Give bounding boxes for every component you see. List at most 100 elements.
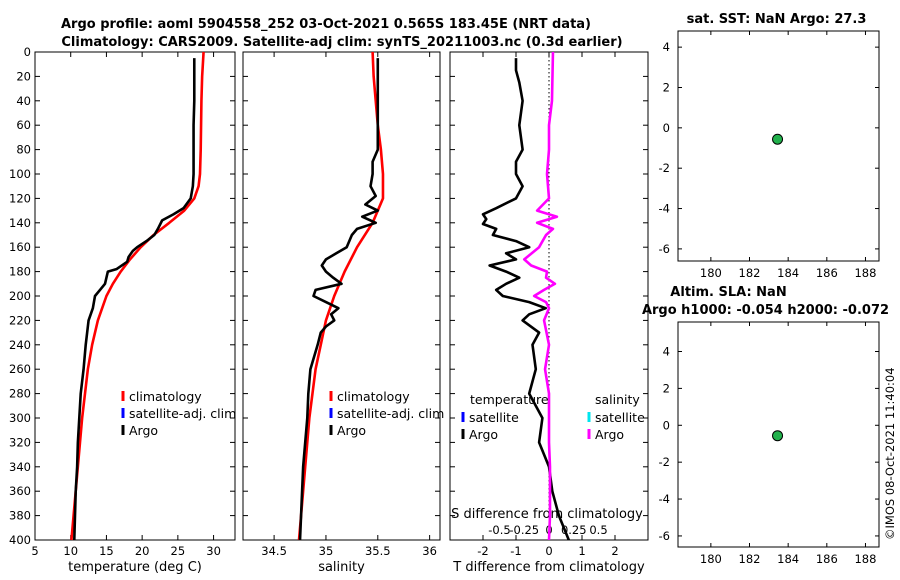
legend-label: satellite-adj. clim	[337, 406, 444, 421]
y-tick-label: 0	[24, 45, 31, 59]
x-tick-label: 186	[816, 552, 838, 566]
title-line-2: Climatology: CARS2009. Satellite-adj cli…	[61, 35, 622, 50]
y-tick-label: 4	[663, 345, 670, 359]
temperature-panel: 5 10 15 20 25 3002040608010012014016018020022…	[9, 45, 236, 575]
y-tick-label: 220	[9, 313, 31, 327]
x-tick-label: 34.5	[261, 544, 287, 558]
x-tick-label: -2	[477, 544, 488, 558]
legend-s-title: salinity	[595, 392, 640, 407]
y-tick-label: 20	[16, 69, 31, 83]
temperature-climatology-line	[70, 51, 205, 541]
y-tick-label: 4	[663, 40, 670, 54]
temperature-argo-line	[72, 58, 196, 541]
timestamp-label: ©IMOS 08-Oct-2021 11:40:04	[883, 367, 897, 540]
legend-label: satellite-adj. clim	[129, 406, 236, 421]
sla-axes-box	[677, 321, 880, 548]
difference-argo-temperature-line	[481, 58, 571, 541]
y-tick-label: 360	[9, 484, 31, 498]
x-tick-label: 20	[135, 544, 150, 558]
y-tick-label: -2	[659, 455, 670, 469]
x-tick-label: 25	[171, 544, 186, 558]
y-tick-label: 400	[9, 533, 31, 547]
y-tick-label: 0	[663, 418, 670, 432]
s-tick-label: 0.5	[589, 523, 607, 537]
y-tick-label: 240	[9, 338, 31, 352]
sla-subtitle: Argo h1000: -0.054 h2000: -0.072	[642, 303, 889, 318]
legend-label: satellite	[595, 410, 645, 425]
y-tick-label: -6	[659, 242, 670, 256]
difference-panel: -2 -1 0 1 2 T difference from climatology S di…	[449, 51, 649, 575]
temperature-xlabel: temperature (deg C)	[68, 560, 202, 575]
y-tick-label: 60	[16, 118, 31, 132]
temperature-axes-box	[34, 51, 236, 541]
y-tick-label: 200	[9, 289, 31, 303]
x-tick-label: 10	[63, 544, 78, 558]
x-tick-label: 36	[422, 544, 437, 558]
x-tick-label: 184	[777, 552, 799, 566]
x-tick-label: 35.5	[365, 544, 391, 558]
legend-label: satellite	[469, 410, 519, 425]
y-tick-label: 2	[663, 381, 670, 395]
sla-title: Altim. SLA: NaN	[670, 285, 786, 300]
x-tick-label: 184	[777, 266, 799, 280]
y-tick-label: 40	[16, 94, 31, 108]
legend-label: climatology	[129, 389, 202, 404]
x-tick-label: 1	[578, 544, 585, 558]
salinity-xlabel: salinity	[318, 560, 365, 575]
x-tick-label: 30	[206, 544, 221, 558]
y-tick-label: 260	[9, 362, 31, 376]
legend-label: Argo	[129, 423, 158, 438]
sla-panel: 180 182 184 186 188 4 2 0 -2 -4 -6 Altim. SLA: NaN A…	[642, 285, 889, 566]
x-tick-label: 35	[319, 544, 334, 558]
x-tick-label: 15	[99, 544, 114, 558]
y-tick-label: 0	[663, 121, 670, 135]
y-tick-label: 80	[16, 143, 31, 157]
x-tick-label: 180	[700, 266, 722, 280]
y-tick-label: 100	[9, 167, 31, 181]
x-tick-label: 0	[545, 544, 552, 558]
legend-label: Argo	[595, 427, 624, 442]
legend-label: Argo	[337, 423, 366, 438]
y-tick-label: -4	[659, 202, 670, 216]
y-tick-label: 320	[9, 435, 31, 449]
x-tick-label: 2	[611, 544, 618, 558]
sst-title: sat. SST: NaN Argo: 27.3	[687, 12, 867, 27]
x-tick-label: 5	[31, 544, 38, 558]
y-tick-label: -2	[659, 161, 670, 175]
x-tick-label: 186	[816, 266, 838, 280]
title-line-1: Argo profile: aoml 5904558_252 03-Oct-20…	[61, 17, 591, 32]
y-tick-label: 180	[9, 265, 31, 279]
argo-position-marker	[772, 430, 784, 442]
s-diff-label: S difference from climatology	[451, 507, 643, 522]
x-tick-label: -1	[510, 544, 521, 558]
y-tick-label: 160	[9, 240, 31, 254]
x-tick-label: 188	[854, 266, 876, 280]
y-tick-label: -4	[659, 492, 670, 506]
legend-label: climatology	[337, 389, 410, 404]
x-tick-label: 182	[739, 266, 761, 280]
salinity-axes-box	[242, 51, 441, 541]
sst-axes-box	[677, 30, 880, 262]
y-tick-label: 380	[9, 509, 31, 523]
legend-label: Argo	[469, 427, 498, 442]
salinity-panel: 34.5 35 35.5 36 salinity climatology satellite…	[242, 51, 444, 575]
y-tick-label: 140	[9, 216, 31, 230]
difference-argo-salinity-line	[522, 51, 559, 541]
y-tick-label: 280	[9, 387, 31, 401]
y-tick-label: 340	[9, 460, 31, 474]
s-tick-label: -0.25	[509, 523, 539, 537]
x-tick-label: 188	[854, 552, 876, 566]
s-tick-label: -0.5	[488, 523, 510, 537]
y-tick-label: 300	[9, 411, 31, 425]
y-tick-label: 120	[9, 191, 31, 205]
y-tick-label: -6	[659, 529, 670, 543]
x-tick-label: 180	[700, 552, 722, 566]
y-tick-label: 2	[663, 80, 670, 94]
difference-xlabel: T difference from climatology	[452, 560, 645, 575]
salinity-argo-line	[298, 58, 380, 541]
sst-panel: 180 182 184 186 188 4 2 0 -2 -4 -6 sat. SST: NaN Ar…	[659, 12, 880, 280]
x-tick-label: 182	[739, 552, 761, 566]
salinity-climatology-line	[297, 51, 385, 541]
legend-t-title: temperature	[470, 392, 549, 407]
